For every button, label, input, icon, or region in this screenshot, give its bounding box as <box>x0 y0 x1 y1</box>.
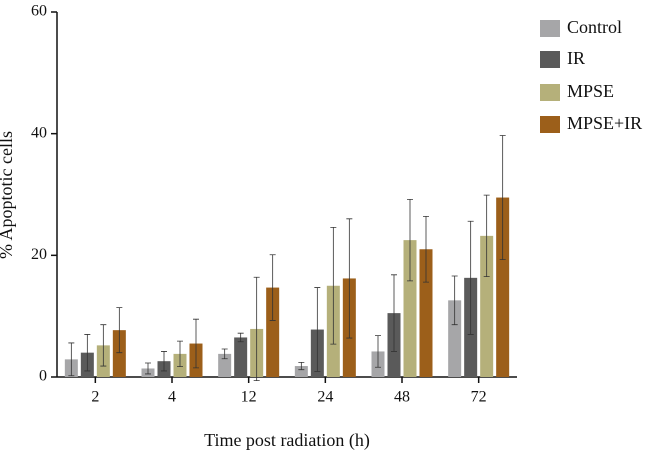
error-bar <box>298 362 305 371</box>
error-bar <box>407 198 413 282</box>
error-bar <box>467 220 474 335</box>
error-bar <box>84 334 91 372</box>
error-bar <box>237 332 244 343</box>
legend-label: IR <box>567 48 585 68</box>
x-tick-label: 12 <box>241 389 257 406</box>
legend-swatch <box>540 51 560 68</box>
y-tick-label: 40 <box>31 124 47 141</box>
legend-label: Control <box>567 17 622 37</box>
error-bar <box>346 218 353 339</box>
bar <box>448 300 462 377</box>
error-bar <box>499 135 506 260</box>
bar <box>403 240 417 377</box>
legend-swatch <box>540 116 560 133</box>
error-bar <box>177 340 183 368</box>
bar <box>496 197 510 377</box>
bar <box>218 353 232 377</box>
bar <box>480 235 494 377</box>
x-tick-label: 4 <box>168 389 176 406</box>
y-tick-label: 20 <box>31 246 47 263</box>
legend-label: MPSE <box>567 81 614 101</box>
legend-label: MPSE+IR <box>567 113 642 133</box>
legend-swatch <box>540 20 560 37</box>
bar <box>112 330 126 377</box>
x-axis-label: Time post radiation (h) <box>204 430 370 450</box>
error-bar <box>161 351 167 372</box>
x-tick-label: 2 <box>91 389 99 406</box>
x-tick-label: 24 <box>317 389 333 406</box>
error-bar <box>145 362 151 375</box>
bar <box>294 366 308 377</box>
error-bar <box>330 226 337 345</box>
error-bar <box>253 276 260 382</box>
x-tick-label: 72 <box>471 389 487 406</box>
y-tick-label: 0 <box>39 368 47 385</box>
error-bar <box>100 324 107 367</box>
error-bar <box>375 335 381 368</box>
error-bar <box>391 274 397 352</box>
error-bar <box>68 342 75 377</box>
legend-swatch <box>540 84 560 101</box>
bar <box>419 249 433 377</box>
bar <box>266 287 280 377</box>
error-bar <box>269 254 276 321</box>
error-bar <box>193 318 199 369</box>
y-axis-label: % Apoptotic cells <box>0 131 16 259</box>
error-bar <box>314 287 321 372</box>
x-tick-label: 48 <box>394 389 410 406</box>
bar <box>234 337 248 377</box>
error-bar <box>221 348 228 360</box>
error-bar <box>423 216 429 283</box>
error-bar <box>483 194 490 278</box>
y-tick-label: 60 <box>31 3 47 20</box>
error-bar <box>116 307 123 354</box>
error-bar <box>451 275 458 326</box>
